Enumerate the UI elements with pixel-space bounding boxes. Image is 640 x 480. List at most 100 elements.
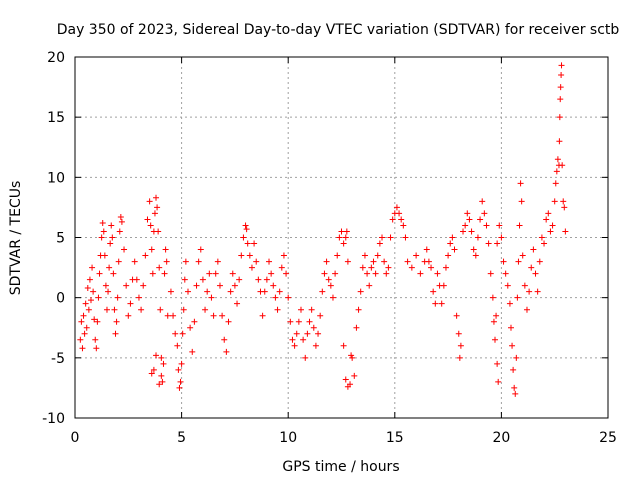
axis-ticks: 0 5 10 15 20 25 -10 -5 0 5 10 15 20: [42, 50, 617, 446]
data-point: [234, 300, 241, 307]
data-point: [340, 240, 347, 247]
data-point: [212, 270, 219, 277]
data-point: [310, 324, 317, 331]
data-point: [434, 270, 441, 277]
data-point: [477, 216, 484, 223]
data-point: [466, 216, 473, 223]
data-point: [504, 282, 511, 289]
data-point: [243, 226, 250, 233]
data-point: [131, 258, 138, 265]
data-point: [560, 198, 567, 205]
data-point: [182, 258, 189, 265]
data-point: [402, 234, 409, 241]
data-point: [347, 381, 354, 388]
y-axis-label: SDTVAR / TECUs: [8, 181, 24, 296]
data-point: [102, 282, 109, 289]
data-point: [523, 306, 530, 313]
data-point: [158, 372, 165, 379]
data-point: [83, 324, 90, 331]
data-point: [304, 330, 311, 337]
data-point: [558, 62, 565, 69]
data-point: [140, 282, 147, 289]
data-point: [355, 306, 362, 313]
data-point: [517, 180, 524, 187]
data-point: [110, 270, 117, 277]
data-point: [368, 264, 375, 271]
data-point: [91, 316, 98, 323]
data-point: [553, 168, 560, 175]
data-point: [500, 258, 507, 265]
data-point: [189, 348, 196, 355]
data-point: [526, 288, 533, 295]
data-point: [308, 306, 315, 313]
data-point: [155, 228, 162, 235]
data-point: [554, 156, 561, 163]
data-point: [556, 114, 563, 121]
data-point: [156, 381, 163, 388]
data-point: [549, 222, 556, 229]
data-point: [219, 312, 226, 319]
data-point: [199, 276, 206, 283]
data-point: [172, 330, 179, 337]
data-point: [242, 222, 249, 229]
data-point: [370, 258, 377, 265]
data-point: [442, 264, 449, 271]
data-point: [206, 270, 213, 277]
data-point: [312, 342, 319, 349]
x-tick-label: 20: [492, 430, 510, 446]
data-point: [77, 336, 84, 343]
data-point: [180, 306, 187, 313]
data-point: [302, 354, 309, 361]
data-point: [157, 306, 164, 313]
data-point: [342, 376, 349, 383]
data-point: [223, 348, 230, 355]
data-point: [557, 84, 564, 91]
data-point: [445, 252, 452, 259]
data-point: [511, 384, 518, 391]
data-point: [92, 336, 99, 343]
data-point: [404, 258, 411, 265]
data-point: [521, 282, 528, 289]
data-point: [179, 330, 186, 337]
data-point: [82, 300, 89, 307]
data-point: [487, 270, 494, 277]
data-point: [268, 270, 275, 277]
data-point: [116, 228, 123, 235]
data-point: [489, 294, 496, 301]
data-point: [516, 222, 523, 229]
data-point: [161, 270, 168, 277]
data-point: [210, 312, 217, 319]
data-point: [193, 282, 200, 289]
data-point: [89, 264, 96, 271]
data-point: [163, 258, 170, 265]
data-point: [455, 330, 462, 337]
y-tick-label: 0: [56, 291, 65, 307]
data-point: [440, 282, 447, 289]
data-point: [187, 324, 194, 331]
data-point: [481, 210, 488, 217]
data-point: [225, 318, 232, 325]
data-point: [472, 252, 479, 259]
data-point: [181, 276, 188, 283]
data-point: [105, 288, 112, 295]
data-point: [479, 198, 486, 205]
data-point: [248, 264, 255, 271]
data-point: [150, 366, 157, 373]
data-point: [396, 210, 403, 217]
data-point: [376, 240, 383, 247]
data-point: [90, 288, 97, 295]
data-point: [512, 390, 519, 397]
data-point: [167, 288, 174, 295]
data-point: [336, 234, 343, 241]
data-point: [153, 352, 160, 359]
data-point: [509, 342, 516, 349]
data-point: [387, 234, 394, 241]
data-point: [202, 306, 209, 313]
data-point: [432, 300, 439, 307]
data-point: [295, 318, 302, 325]
data-point: [246, 252, 253, 259]
data-point: [383, 270, 390, 277]
data-point: [317, 312, 324, 319]
data-point: [297, 306, 304, 313]
